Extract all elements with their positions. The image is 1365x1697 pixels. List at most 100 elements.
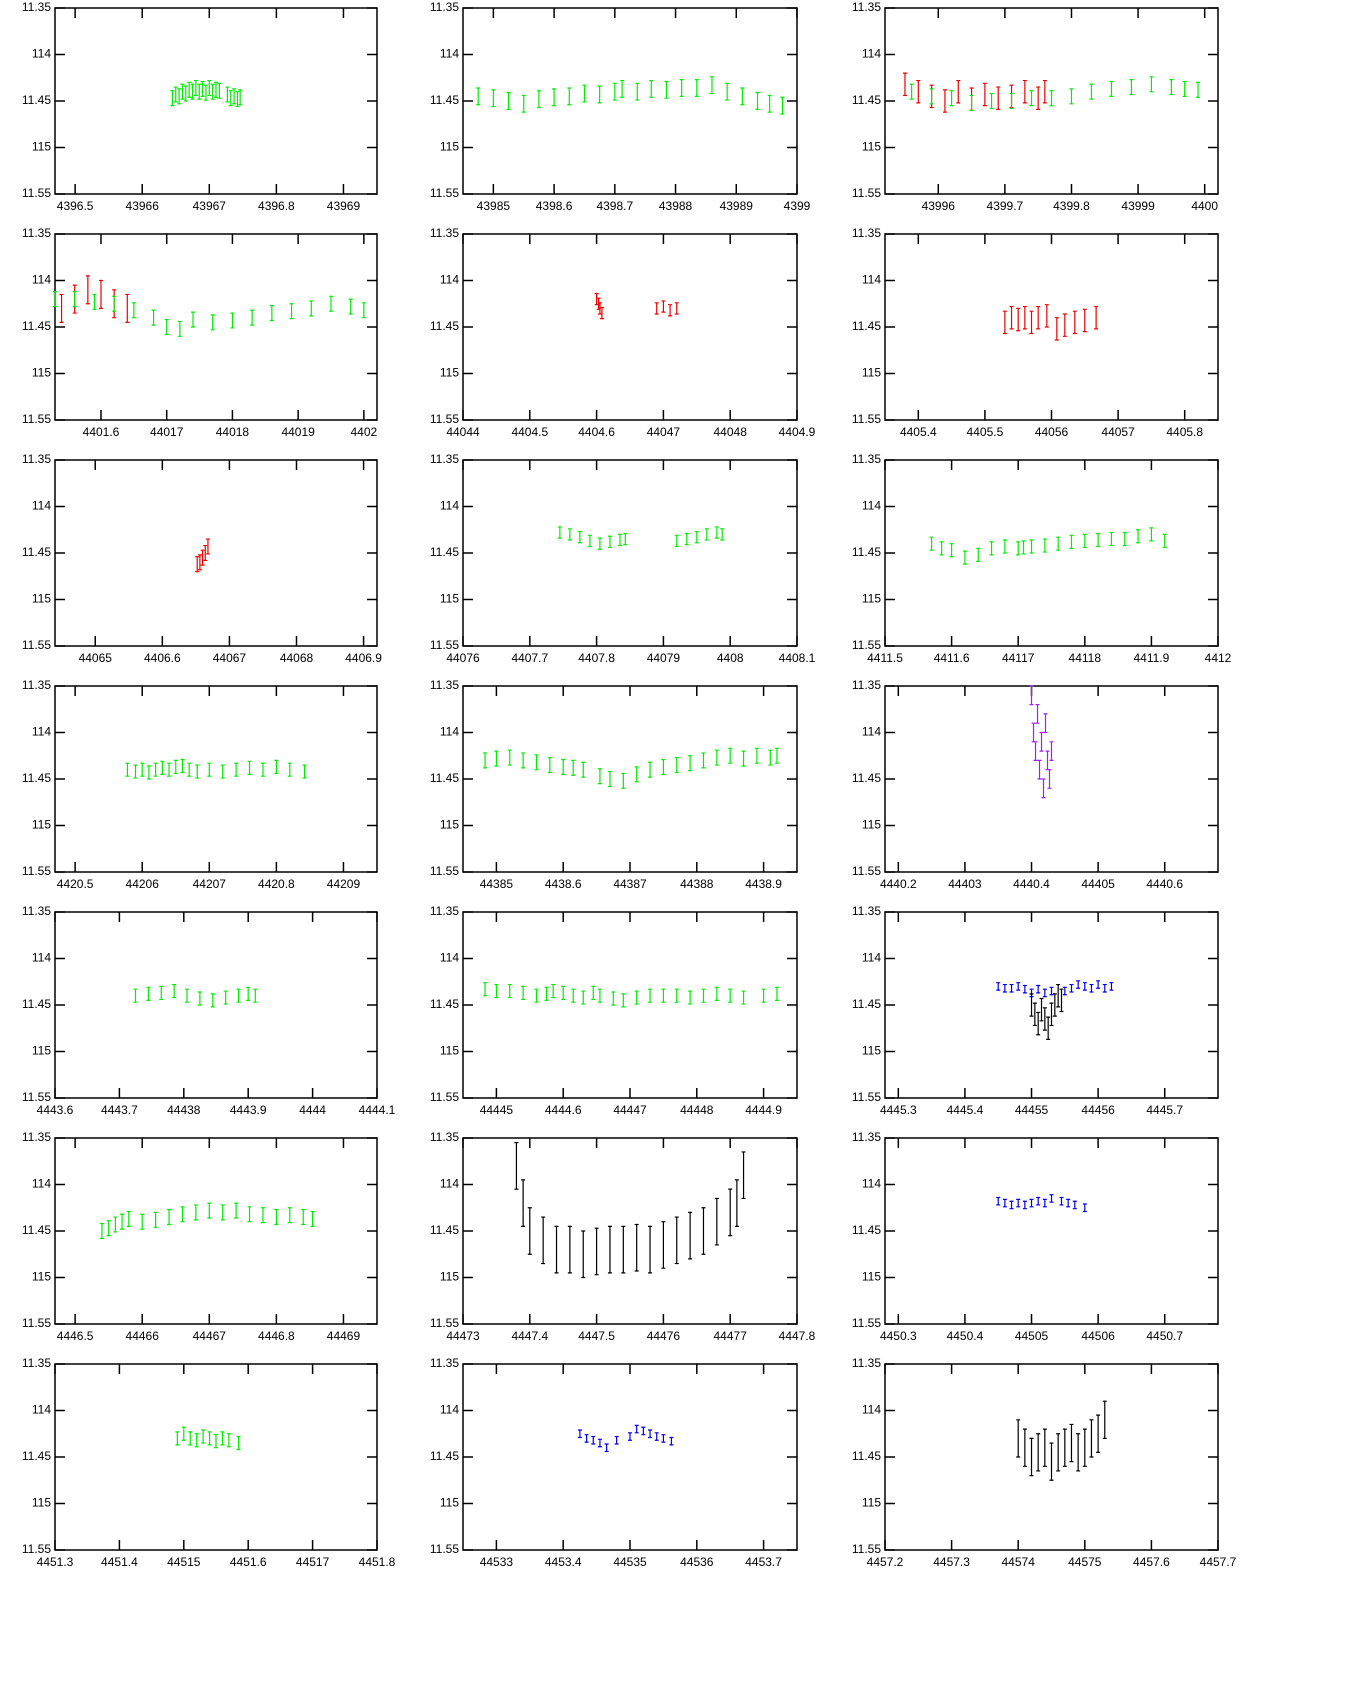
- error-bar: [1082, 1203, 1087, 1213]
- y-tick-label: 11.45: [852, 771, 881, 785]
- error-bar: [197, 83, 202, 100]
- x-tick-label: 4443.9: [230, 1103, 267, 1117]
- x-tick-label: 44448: [680, 1103, 714, 1117]
- error-bar: [1029, 685, 1034, 706]
- error-bar: [190, 83, 195, 100]
- error-bar: [641, 1426, 646, 1436]
- plot-frame: [54, 7, 378, 195]
- error-bar: [956, 79, 961, 104]
- error-bar: [235, 91, 240, 108]
- error-bar: [247, 760, 252, 775]
- y-tick-label: 11.55: [852, 1090, 881, 1104]
- error-bar: [203, 84, 208, 101]
- error-bar: [587, 534, 592, 548]
- x-tick-label: 4444.9: [745, 1103, 782, 1117]
- x-tick-label: 4405.4: [900, 425, 937, 439]
- x-tick-label: 44209: [327, 877, 361, 891]
- x-tick-label: 4446.8: [258, 1329, 295, 1343]
- error-bar: [194, 1433, 199, 1448]
- error-bar: [1002, 983, 1007, 993]
- x-tick-label: 4408.1: [779, 651, 816, 665]
- error-bar: [654, 1432, 659, 1441]
- error-bar: [167, 762, 172, 777]
- y-tick-label: 11.55: [22, 1090, 51, 1104]
- x-tick-label: 44456: [1081, 1103, 1115, 1117]
- x-tick-label: 4399: [784, 199, 811, 213]
- x-tick-label: 44079: [647, 651, 681, 665]
- y-tick-label: 11.55: [430, 638, 459, 652]
- plot-frame: [54, 1137, 378, 1325]
- error-bar: [131, 302, 136, 319]
- error-bar: [594, 292, 599, 306]
- error-bar: [674, 1216, 679, 1265]
- error-bar: [929, 536, 934, 551]
- y-tick-label: 11.45: [430, 545, 459, 559]
- error-bar: [725, 82, 730, 101]
- error-bar: [902, 72, 907, 97]
- error-bar: [1016, 541, 1021, 556]
- y-tick-label: 11.55: [22, 1316, 51, 1330]
- x-tick-label: 44575: [1068, 1555, 1102, 1569]
- error-bar: [106, 1220, 111, 1237]
- error-bar: [181, 1426, 186, 1441]
- error-bar: [1109, 80, 1114, 97]
- error-bar: [348, 298, 353, 315]
- x-tick-label: 4450.3: [880, 1329, 917, 1343]
- error-bar: [909, 83, 914, 100]
- error-bar: [628, 1432, 632, 1441]
- error-bar: [1149, 76, 1154, 93]
- x-tick-label: 44473: [446, 1329, 480, 1343]
- error-bar: [648, 988, 653, 1003]
- y-tick-label: 11.35: [852, 678, 881, 692]
- error-bar: [1002, 1198, 1007, 1208]
- error-bar: [146, 765, 151, 780]
- error-bar: [623, 532, 628, 546]
- plot-frame: [54, 1363, 378, 1551]
- y-tick-label: 11.55: [852, 864, 881, 878]
- y-tick-label: 11.45: [852, 93, 881, 107]
- error-bar: [214, 1434, 218, 1449]
- error-bar: [1149, 527, 1154, 542]
- error-bar: [521, 1179, 526, 1227]
- x-tick-label: 44445: [480, 1103, 514, 1117]
- error-bar: [220, 1431, 225, 1446]
- y-tick-label: 115: [32, 1496, 51, 1510]
- error-bar: [694, 79, 699, 97]
- error-bar: [236, 988, 241, 1003]
- error-bar: [741, 990, 746, 1005]
- error-bar: [701, 752, 706, 769]
- y-tick-label: 11.45: [852, 319, 881, 333]
- y-tick-label: 115: [32, 1044, 51, 1058]
- y-tick-label: 11.55: [430, 1542, 459, 1556]
- error-bar: [220, 1204, 225, 1221]
- error-bar: [188, 1431, 193, 1446]
- error-bar: [1069, 88, 1074, 105]
- error-bar: [1033, 741, 1038, 761]
- x-tick-label: 44467: [193, 1329, 227, 1343]
- error-bar: [755, 92, 760, 110]
- error-bar: [1109, 531, 1114, 547]
- error-bar: [594, 1227, 599, 1276]
- error-bar: [1047, 769, 1052, 789]
- x-tick-label: 43996: [922, 199, 956, 213]
- x-tick-label: 4411.6: [934, 651, 970, 665]
- error-bar: [1049, 1442, 1054, 1481]
- error-bar: [225, 86, 230, 103]
- error-bar: [1196, 81, 1201, 98]
- error-bar: [483, 752, 488, 769]
- x-tick-label: 4408: [717, 651, 744, 665]
- error-bar: [581, 761, 586, 778]
- error-bar: [1035, 704, 1040, 724]
- y-tick-label: 11.45: [22, 1449, 51, 1463]
- error-bar: [1182, 80, 1187, 97]
- y-tick-label: 115: [440, 1496, 459, 1510]
- error-bar: [177, 320, 182, 337]
- error-bar: [1022, 984, 1027, 994]
- x-tick-label: 44505: [1015, 1329, 1049, 1343]
- error-bar: [1022, 1200, 1027, 1210]
- x-tick-label: 4400: [1191, 199, 1218, 213]
- y-tick-label: 11.35: [852, 226, 881, 240]
- error-bar: [761, 988, 766, 1003]
- y-tick-label: 11.45: [22, 545, 51, 559]
